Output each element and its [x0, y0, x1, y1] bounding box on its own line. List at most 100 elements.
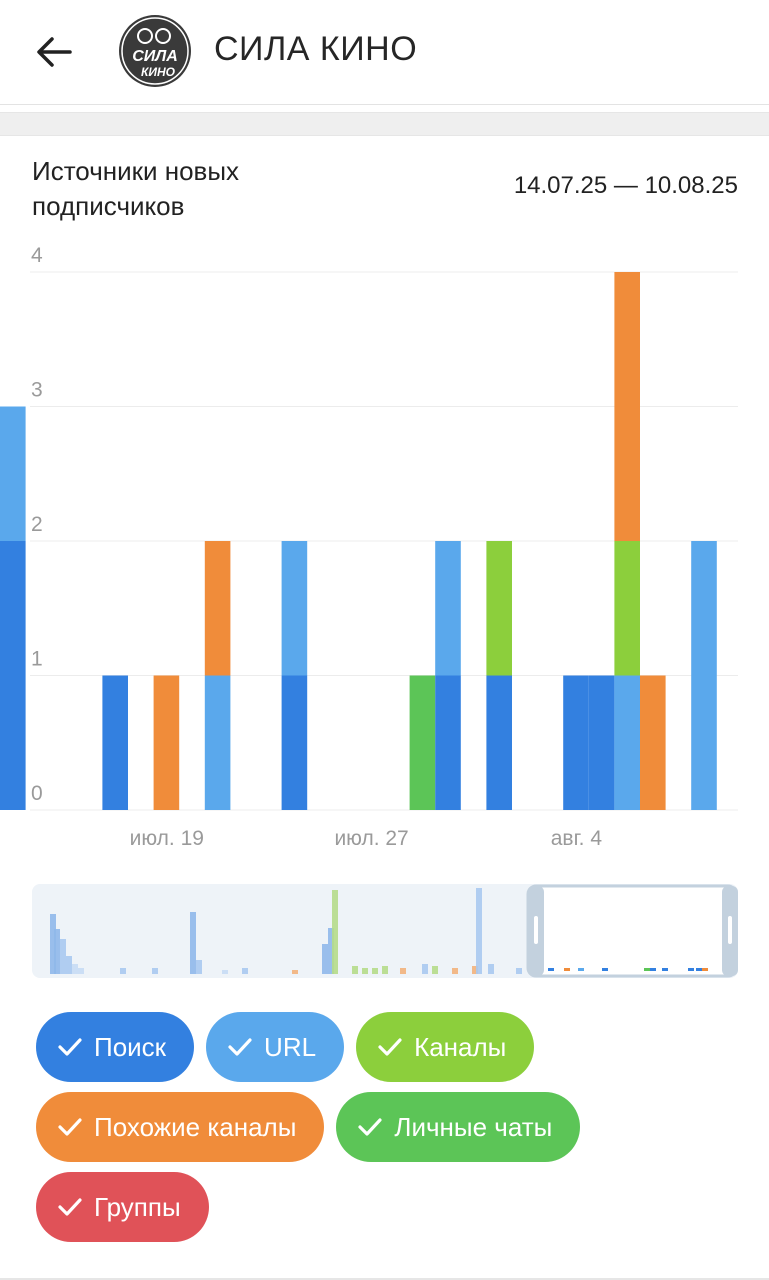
preview-bar [50, 914, 56, 974]
preview-bar [120, 968, 126, 974]
x-tick-label: авг. 4 [551, 827, 603, 850]
preview-bar [362, 968, 368, 974]
bar-segment-search[interactable] [102, 675, 128, 811]
preview-bar [328, 928, 334, 974]
bar-segment-search[interactable] [486, 675, 512, 811]
date-range[interactable]: 14.07.25 — 10.08.25 [513, 172, 738, 199]
legend-chip-groups[interactable]: Группы [36, 1172, 209, 1242]
preview-bar [190, 912, 196, 974]
bar-segment-channels[interactable] [486, 541, 512, 676]
preview-selection-window[interactable] [526, 884, 738, 978]
preview-bar [78, 968, 84, 974]
preview-bar [72, 964, 78, 974]
preview-bar [516, 968, 522, 974]
channel-avatar[interactable]: СИЛА КИНО [118, 14, 192, 88]
stacked-bar-chart[interactable]: 0 1 2 3 4 июл. 19 июл. 27 авг. 4 [0, 230, 769, 860]
legend-chip-url[interactable]: URL [206, 1012, 345, 1082]
legend-chip-private[interactable]: Личные чаты [336, 1092, 581, 1162]
legend-chip-search[interactable]: Поиск [36, 1012, 195, 1082]
bar-segment-private[interactable] [409, 675, 436, 811]
preview-bar [488, 964, 494, 974]
preview-bar [400, 968, 406, 974]
check-icon [228, 1037, 252, 1057]
check-icon [358, 1117, 383, 1137]
preview-handle-grip [534, 916, 538, 944]
preview-selected-bar [548, 968, 554, 971]
preview-selected-bar [564, 968, 570, 971]
preview-selected-bar [650, 968, 656, 971]
preview-bar [60, 939, 66, 974]
bar-segment-url[interactable] [204, 675, 231, 811]
legend-chip-label: URL [264, 1031, 317, 1062]
bar-segment-similar[interactable] [153, 675, 180, 811]
preview-selected-bar [662, 968, 668, 971]
y-tick-label: 0 [31, 782, 43, 805]
y-tick-label: 3 [31, 379, 43, 402]
back-button[interactable] [22, 22, 86, 82]
preview-bar [432, 966, 438, 974]
preview-bar [66, 956, 72, 974]
y-tick-label: 2 [31, 513, 43, 536]
bar-segment-url[interactable] [281, 541, 308, 676]
check-icon [58, 1197, 82, 1217]
bar-segment-url[interactable] [435, 541, 461, 676]
bar-segment-similar[interactable] [640, 675, 666, 811]
bar-segment-search[interactable] [281, 675, 308, 811]
bar-segment-url[interactable] [614, 675, 640, 811]
preview-bar [152, 968, 158, 974]
preview-bar [372, 968, 378, 974]
avatar-logo-text: СИЛА [132, 48, 178, 65]
preview-bar [476, 888, 482, 974]
legend-chip-label: Поиск [94, 1031, 167, 1062]
x-tick-label: июл. 27 [334, 827, 408, 850]
bar-segment-search[interactable] [0, 541, 26, 810]
preview-handle-grip [728, 916, 732, 944]
bar-segment-channels[interactable] [614, 541, 640, 676]
channel-title: СИЛА КИНО [214, 30, 418, 68]
preview-selected-bar [688, 968, 694, 971]
legend-chip-label: Группы [94, 1191, 181, 1222]
x-tick-label: июл. 19 [130, 827, 204, 850]
bar-segment-similar[interactable] [614, 272, 640, 541]
preview-selected-bar [702, 968, 708, 971]
legend-chip-label: Похожие каналы [94, 1111, 297, 1142]
chart-title: Источники новых подписчиков [32, 156, 240, 221]
preview-bar [54, 929, 60, 974]
preview-selected-bar [644, 968, 650, 971]
preview-bar [332, 890, 338, 974]
range-preview-navigator[interactable] [32, 884, 738, 978]
legend-chip-label: Личные чаты [394, 1111, 553, 1142]
preview-selected-bar [602, 968, 608, 971]
preview-bar [352, 966, 358, 974]
section-divider [0, 112, 769, 136]
bottom-divider [0, 1278, 769, 1280]
preview-bar [322, 944, 328, 974]
arrow-left-icon [37, 37, 72, 67]
bar-segment-search[interactable] [435, 675, 461, 811]
check-icon [58, 1117, 82, 1137]
legend-chip-similar[interactable]: Похожие каналы [36, 1092, 325, 1162]
preview-bar [472, 966, 478, 974]
legend-chip-label: Каналы [414, 1031, 507, 1062]
check-icon [58, 1037, 82, 1057]
preview-bar [292, 970, 298, 974]
legend-chip-channels[interactable]: Каналы [356, 1012, 535, 1082]
check-icon [378, 1037, 402, 1057]
bar-segment-url[interactable] [691, 541, 717, 810]
y-tick-label: 4 [31, 244, 43, 267]
bar-segment-search[interactable] [563, 675, 589, 811]
bar-segment-url[interactable] [0, 406, 26, 542]
preview-bar [242, 968, 248, 974]
preview-selected-bar [696, 968, 702, 971]
avatar-logo-text-2: КИНО [141, 65, 176, 79]
bar-segment-search[interactable] [588, 675, 615, 811]
bar-segment-similar[interactable] [204, 541, 231, 676]
preview-bar [452, 968, 458, 974]
preview-selected-bar [578, 968, 584, 971]
y-tick-label: 1 [31, 648, 43, 671]
preview-bar [196, 960, 202, 974]
top-bar: СИЛА КИНО СИЛА КИНО [0, 0, 769, 105]
preview-bar [422, 964, 428, 974]
legend-chips: Поиск URL Каналы Похожие каналы Личные чаты… [36, 1012, 736, 1252]
preview-bar [222, 970, 228, 974]
